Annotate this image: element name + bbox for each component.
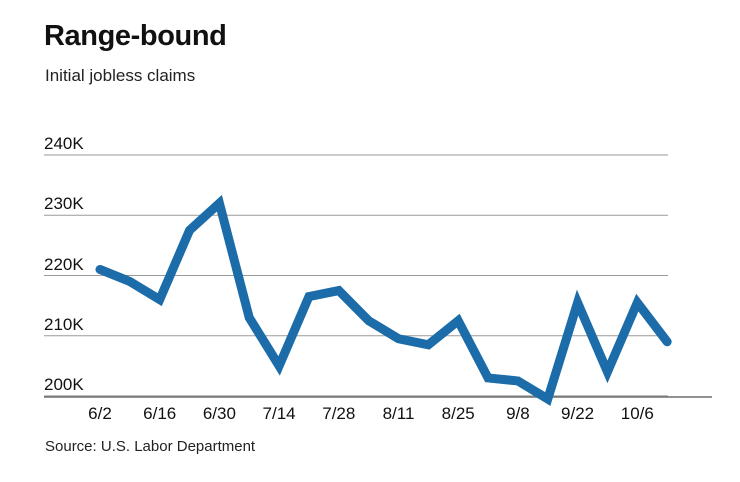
chart-gridlines: [44, 154, 668, 397]
chart-title: Range-bound: [44, 20, 227, 52]
chart-source-note: Source: U.S. Labor Department: [45, 438, 256, 455]
x-axis-tick-label: 9/22: [561, 404, 595, 423]
chart-subtitle: Initial jobless claims: [45, 66, 196, 85]
x-axis-tick-label: 6/16: [143, 404, 177, 423]
series-polyline: [95, 194, 672, 406]
y-axis-tick-label: 220K: [44, 254, 84, 274]
x-axis-tick-label: 6/30: [202, 404, 236, 423]
y-axis-tick-label: 200K: [44, 375, 84, 394]
x-axis-tick-label: 9/8: [506, 404, 530, 423]
y-axis-tick-label: 210K: [44, 314, 84, 334]
y-axis-tick-label: 230K: [44, 194, 84, 214]
x-axis-tick-label: 6/2: [88, 404, 112, 423]
x-axis-tick-label: 7/28: [322, 404, 356, 423]
y-axis-tick-label: 240K: [44, 134, 84, 153]
x-axis-tick-label: 7/14: [262, 404, 296, 423]
x-axis-tick-label: 8/11: [382, 404, 415, 423]
x-axis-tick-label: 10/6: [620, 404, 654, 423]
chart-series-line: [95, 194, 672, 406]
x-axis-tick-label: 8/25: [441, 404, 475, 423]
